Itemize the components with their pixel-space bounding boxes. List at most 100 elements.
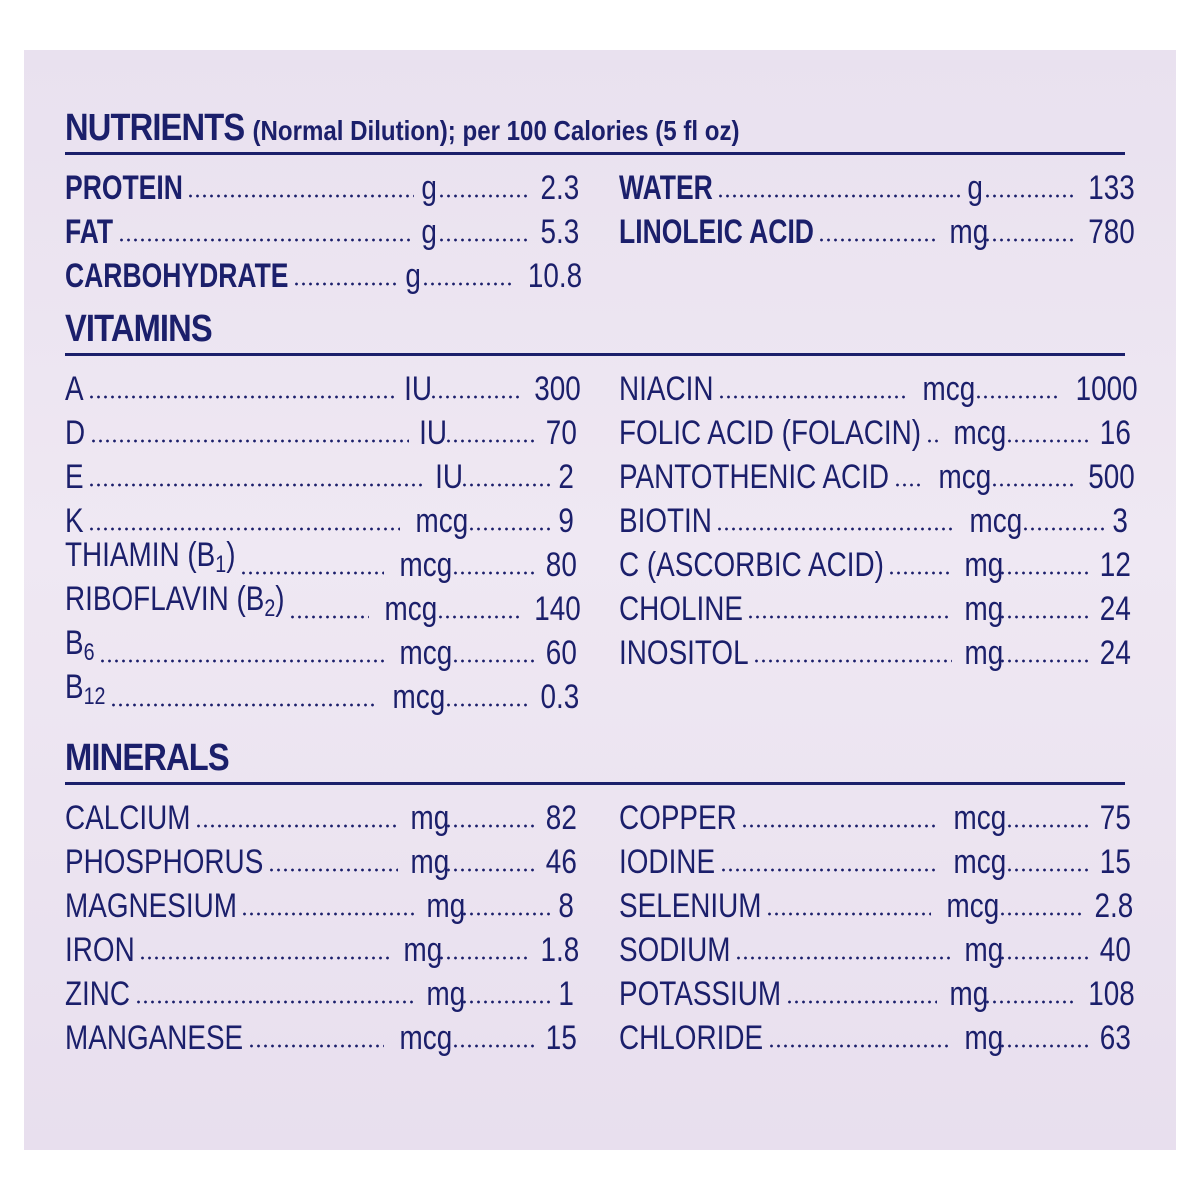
dot-leader	[818, 237, 937, 243]
nutrient-name: RIBOFLAVIN (B2)	[65, 580, 285, 622]
nutrient-name: IRON	[65, 931, 135, 969]
nutrients-right-column: WATER g 133 LINOLEIC ACID mg 780	[619, 163, 1135, 295]
nutrient-unit: mcg	[399, 1019, 453, 1057]
nutrient-row: FOLIC ACID (FOLACIN) mcg 16	[619, 408, 1131, 452]
nutrient-value: 10.8	[527, 257, 583, 295]
nutrient-row: A IU 300	[65, 364, 581, 408]
nutrient-value: 140	[534, 590, 581, 628]
nutrient-row: NIACIN mcg 1000	[619, 364, 1138, 408]
nutrient-row: CHLORIDE mg 63	[619, 1013, 1131, 1057]
nutrient-unit: mg	[403, 931, 443, 969]
nutrient-name: LINOLEIC ACID	[619, 213, 814, 251]
dot-leader	[88, 394, 394, 400]
dot-leader	[187, 193, 414, 199]
nutrient-unit: mcg	[415, 502, 469, 540]
dot-leader	[999, 955, 1089, 961]
nutrient-unit: mg	[410, 799, 450, 837]
dot-leader	[139, 955, 391, 961]
nutrient-row: THIAMIN (B1) mcg 80	[65, 536, 577, 584]
nutrient-row: C (ASCORBIC ACID) mg 12	[619, 540, 1131, 584]
nutrients-title: NUTRIENTS (Normal Dilution); per 100 Cal…	[65, 107, 740, 150]
nutrients-subtitle: (Normal Dilution); per 100 Calories (5 f…	[252, 115, 740, 146]
dot-leader	[735, 955, 952, 961]
dot-leader	[289, 614, 369, 620]
nutrient-row: LINOLEIC ACID mg 780	[619, 207, 1135, 251]
dot-leader	[430, 614, 520, 620]
dot-leader	[741, 823, 938, 829]
dot-leader	[1015, 526, 1105, 532]
dot-leader	[240, 570, 384, 576]
nutrient-row: BIOTIN mcg 3	[619, 496, 1128, 540]
dot-leader	[110, 702, 377, 708]
nutrient-value: 1.8	[540, 931, 580, 969]
subscript: 2	[264, 595, 276, 622]
dot-leader	[90, 438, 409, 444]
nutrient-value: 8	[558, 887, 574, 925]
nutrient-unit: mg	[964, 590, 1004, 628]
nutrient-unit: mg	[964, 931, 1004, 969]
dot-leader	[718, 394, 907, 400]
nutrient-value: 2.3	[540, 169, 580, 207]
dot-leader	[984, 999, 1074, 1005]
nutrient-value: 12	[1099, 546, 1131, 584]
nutrient-row: SODIUM mg 40	[619, 925, 1131, 969]
dot-leader	[999, 823, 1089, 829]
nutrient-row: SELENIUM mcg 2.8	[619, 881, 1133, 925]
nutrient-row: MAGNESIUM mg 8	[65, 881, 574, 925]
nutrient-name: B6	[65, 624, 95, 666]
subscript: 6	[83, 639, 95, 666]
nutrient-row: D IU 70	[65, 408, 577, 452]
nutrient-value: 40	[1099, 931, 1131, 969]
nutrient-name: CALCIUM	[65, 799, 191, 837]
dot-leader	[999, 570, 1089, 576]
nutrient-row: COPPER mcg 75	[619, 793, 1131, 837]
nutrient-name: K	[65, 502, 84, 540]
nutrient-name: POTASSIUM	[619, 975, 782, 1013]
nutrient-unit: mg	[410, 843, 450, 881]
nutrient-row: MANGANESE mcg 15	[65, 1013, 577, 1057]
dot-leader	[747, 614, 952, 620]
nutrient-row: RIBOFLAVIN (B2) mcg 140	[65, 580, 581, 628]
nutrient-value: 63	[1099, 1019, 1131, 1057]
nutrient-name: FAT	[65, 213, 114, 251]
nutrient-value: 1	[558, 975, 574, 1013]
dot-leader	[293, 281, 398, 287]
minerals-left-column: CALCIUM mg 82 PHOSPHORUS mg 46 MAGNESIUM mg 8 IRO…	[65, 793, 579, 1057]
dot-leader	[438, 955, 528, 961]
dot-leader	[999, 867, 1089, 873]
nutrient-name: D	[65, 414, 86, 452]
nutrient-row: B6 mcg 60	[65, 624, 577, 672]
minerals-columns: CALCIUM mg 82 PHOSPHORUS mg 46 MAGNESIUM mg 8 IRO…	[65, 793, 1135, 1057]
nutrient-value: 133	[1088, 169, 1135, 207]
nutrient-unit: g	[967, 169, 983, 207]
nutrient-unit: mcg	[392, 678, 446, 716]
nutrient-row: IODINE mcg 15	[619, 837, 1131, 881]
nutrient-name: WATER	[619, 169, 713, 207]
nutrients-columns: PROTEIN g 2.3 FAT g 5.3 CARBOHYDRATE g 10.8 WATE…	[65, 163, 1135, 295]
dot-leader	[438, 237, 528, 243]
dot-leader	[984, 237, 1074, 243]
dot-leader	[894, 482, 923, 488]
nutrient-unit: mg	[949, 213, 989, 251]
nutrition-label-panel: NUTRIENTS (Normal Dilution); per 100 Cal…	[24, 50, 1176, 1150]
nutrient-name: IODINE	[619, 843, 716, 881]
dot-leader	[888, 570, 952, 576]
vitamins-header: VITAMINS	[65, 308, 1125, 356]
nutrient-unit: IU	[435, 458, 463, 496]
dot-leader	[984, 193, 1074, 199]
nutrient-name: PHOSPHORUS	[65, 843, 264, 881]
subscript: 12	[83, 683, 106, 710]
dot-leader	[99, 658, 384, 664]
dot-leader	[445, 438, 535, 444]
minerals-title: MINERALS	[65, 737, 230, 779]
nutrient-value: 24	[1099, 634, 1131, 672]
nutrient-name: C (ASCORBIC ACID)	[619, 546, 884, 584]
dot-leader	[999, 438, 1089, 444]
dot-leader	[786, 999, 937, 1005]
nutrient-row: E IU 2	[65, 452, 574, 496]
nutrients-left-column: PROTEIN g 2.3 FAT g 5.3 CARBOHYDRATE g 10.8	[65, 163, 582, 295]
dot-leader	[926, 438, 938, 444]
minerals-header: MINERALS	[65, 737, 1125, 785]
